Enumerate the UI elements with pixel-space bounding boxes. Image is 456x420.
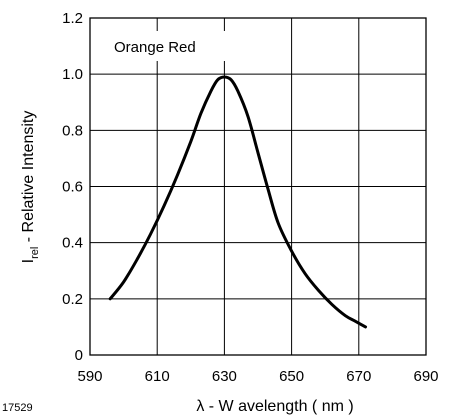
y-tick-label: 1.2 [62,10,83,27]
y-axis-title-rest: - Relative Intensity [20,111,37,247]
x-tick-label: 610 [145,368,170,385]
x-tick-label: 590 [77,368,102,385]
x-tick-label: 670 [346,368,371,385]
figure-id: 17529 [2,402,33,414]
x-axis-title: λ - W avelength ( nm ) [196,398,353,415]
annotation-box [106,31,228,61]
y-axis-title: Irel - Relative Intensity [20,111,41,264]
series-annotation: Orange Red [114,39,196,56]
y-tick-label: 0.6 [62,179,83,196]
grid [89,17,427,356]
y-tick-label: 0.4 [62,235,83,252]
y-axis-title-sub: rel [29,247,41,259]
spectrum-curve [108,75,368,329]
y-tick-label: 1.0 [62,66,83,83]
series [108,75,368,329]
y-tick-label: 0.8 [62,122,83,139]
y-tick-label: 0 [75,347,83,364]
x-tick-label: 690 [413,368,438,385]
labels: 590 610 630 650 670 690 0 0.2 0.4 0.6 0.8 1.0 1.2 [62,10,438,385]
y-tick-label: 0.2 [62,291,83,308]
plot-frame [89,17,427,356]
y-axis-title-main: I [20,259,37,263]
axes [89,17,427,356]
x-tick-label: 650 [279,368,304,385]
x-tick-label: 630 [212,368,237,385]
